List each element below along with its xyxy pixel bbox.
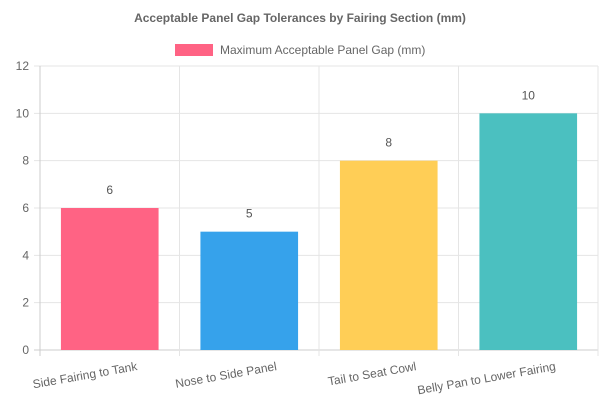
legend[interactable]: Maximum Acceptable Panel Gap (mm) (175, 43, 425, 57)
data-label: 10 (522, 88, 536, 102)
y-tick-label: 10 (16, 106, 30, 120)
bars (60, 113, 578, 350)
legend-label: Maximum Acceptable Panel Gap (mm) (220, 43, 425, 57)
y-tick-label: 4 (22, 248, 29, 262)
data-label: 8 (385, 136, 392, 150)
y-tick-label: 2 (22, 296, 29, 310)
y-axis: 0 2 4 6 8 10 12 (16, 59, 30, 357)
x-axis: Side Fairing to Tank Nose to Side Panel Ta… (32, 359, 557, 397)
bar-1[interactable] (200, 231, 299, 350)
data-label: 6 (106, 183, 113, 197)
bar-0[interactable] (60, 208, 159, 350)
x-tick-label: Tail to Seat Cowl (327, 359, 417, 388)
x-tick-label: Nose to Side Panel (174, 359, 278, 391)
bar-2[interactable] (339, 160, 438, 350)
x-tick-label: Side Fairing to Tank (32, 359, 140, 391)
legend-swatch (175, 44, 213, 56)
bar-3[interactable] (479, 113, 578, 350)
y-tick-label: 6 (22, 201, 29, 215)
x-tick-label: Belly Pan to Lower Fairing (416, 359, 556, 397)
data-labels: 6 5 8 10 (106, 88, 535, 220)
y-tick-label: 8 (22, 154, 29, 168)
y-tick-label: 0 (22, 343, 29, 357)
chart-title: Acceptable Panel Gap Tolerances by Fairi… (134, 11, 466, 25)
data-label: 5 (246, 207, 253, 221)
y-tick-label: 12 (16, 59, 30, 73)
